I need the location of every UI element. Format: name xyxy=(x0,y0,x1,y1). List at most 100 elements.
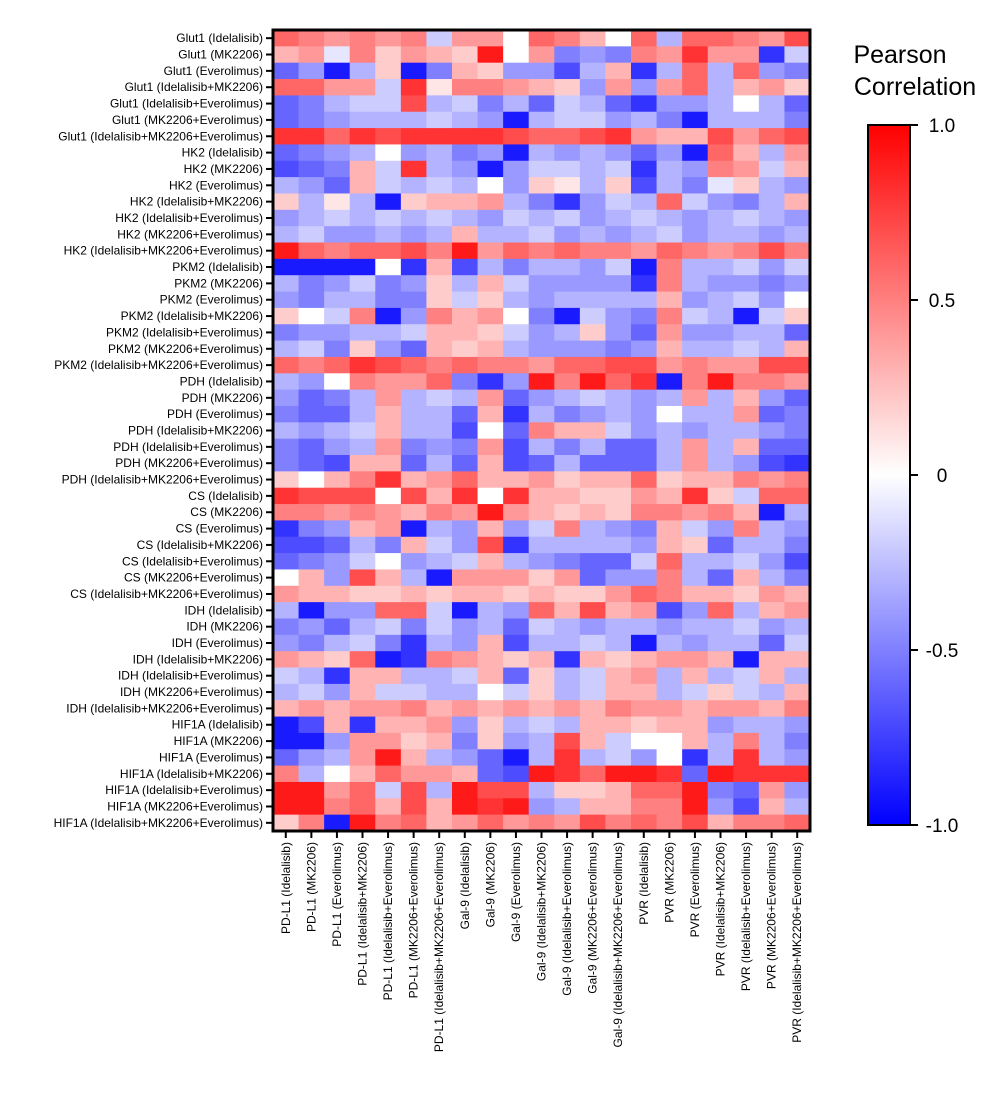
heatmap-cell xyxy=(503,814,530,832)
heatmap-cell xyxy=(733,732,760,750)
row-label: Glut1 (MK2206) xyxy=(178,48,263,62)
heatmap-cell xyxy=(400,258,428,276)
heatmap-cell xyxy=(631,553,658,571)
heatmap-cell xyxy=(273,569,300,587)
heatmap-cell xyxy=(503,128,530,146)
heatmap-cell xyxy=(298,781,325,799)
heatmap-cell xyxy=(349,226,376,244)
row-label: PDH (Idelalisib) xyxy=(180,374,263,388)
heatmap-cell xyxy=(631,46,658,64)
heatmap-cell xyxy=(656,798,683,816)
heatmap-cell xyxy=(324,62,351,80)
heatmap-cell xyxy=(631,128,658,146)
row-label: PDH (Everolimus) xyxy=(167,407,263,421)
heatmap-cell xyxy=(631,520,658,538)
heatmap-cell xyxy=(400,275,428,293)
heatmap-cell xyxy=(349,634,376,652)
heatmap-cell xyxy=(375,422,402,440)
heatmap-cell xyxy=(784,30,811,47)
heatmap-cell xyxy=(682,405,709,423)
heatmap-cell xyxy=(707,553,734,571)
heatmap-cell xyxy=(631,209,658,227)
heatmap-cell xyxy=(758,716,786,734)
heatmap-cell xyxy=(528,242,555,260)
heatmap-cell xyxy=(324,455,351,472)
heatmap-cell xyxy=(682,128,709,146)
heatmap-cell xyxy=(682,618,709,636)
heatmap-cell xyxy=(579,455,607,472)
heatmap-cell xyxy=(349,291,376,309)
heatmap-cell xyxy=(733,455,760,472)
heatmap-cell xyxy=(528,324,555,342)
heatmap-cell xyxy=(605,438,632,456)
heatmap-cell xyxy=(733,340,760,358)
heatmap-cell xyxy=(707,487,734,505)
heatmap-cell xyxy=(605,356,632,374)
heatmap-cell xyxy=(528,405,555,423)
heatmap-cell xyxy=(298,814,325,832)
heatmap-cell xyxy=(375,716,402,734)
heatmap-cell xyxy=(707,62,734,80)
heatmap-cell xyxy=(375,814,402,832)
heatmap-cell xyxy=(324,177,351,195)
column-label: PD-L1 (Everolimus) xyxy=(330,842,344,947)
heatmap-cell xyxy=(682,144,709,162)
heatmap-cell xyxy=(477,373,504,391)
heatmap-cell xyxy=(631,144,658,162)
heatmap-cell xyxy=(477,307,504,325)
row-label: PDH (MK2206) xyxy=(182,391,263,405)
heatmap-cell xyxy=(349,62,376,80)
heatmap-cell xyxy=(400,209,428,227)
heatmap-cell xyxy=(452,405,479,423)
heatmap-cell xyxy=(758,471,786,489)
heatmap-cell xyxy=(298,405,325,423)
heatmap-cell xyxy=(733,651,760,669)
heatmap-cell xyxy=(426,307,453,325)
heatmap-cell xyxy=(528,700,555,718)
heatmap-cell xyxy=(784,62,811,80)
colorbar-title-line-2: Correlation xyxy=(854,73,976,101)
heatmap-cell xyxy=(324,209,351,227)
heatmap-cell xyxy=(273,79,300,96)
heatmap-cell xyxy=(656,46,683,64)
heatmap-cell xyxy=(784,798,811,816)
heatmap-cell xyxy=(349,356,376,374)
heatmap-cell xyxy=(324,536,351,554)
heatmap-cell xyxy=(733,569,760,587)
heatmap-cell xyxy=(784,553,811,571)
heatmap-cell xyxy=(707,160,734,178)
heatmap-cell xyxy=(631,405,658,423)
column-label: PVR (Idelalisib+Everolimus) xyxy=(739,842,753,991)
heatmap-cell xyxy=(554,487,581,505)
heatmap-cell xyxy=(784,275,811,293)
heatmap-cell xyxy=(707,275,734,293)
heatmap-cell xyxy=(631,242,658,260)
heatmap-cell xyxy=(477,765,504,783)
row-label: IDH (MK2206+Everolimus) xyxy=(120,685,263,699)
heatmap-cell xyxy=(605,749,632,767)
heatmap-cell xyxy=(426,487,453,505)
heatmap-cell xyxy=(784,683,811,701)
heatmap-cell xyxy=(784,160,811,178)
heatmap-cell xyxy=(426,618,453,636)
heatmap-cell xyxy=(784,144,811,162)
heatmap-cell xyxy=(298,160,325,178)
heatmap-cell xyxy=(349,781,376,799)
heatmap-cell xyxy=(452,487,479,505)
heatmap-cell xyxy=(452,193,479,211)
heatmap-cell xyxy=(758,569,786,587)
heatmap-cell xyxy=(400,79,428,96)
heatmap-cell xyxy=(605,111,632,129)
heatmap-cell xyxy=(375,667,402,685)
heatmap-cell xyxy=(579,389,607,407)
heatmap-cell xyxy=(324,683,351,701)
heatmap-cell xyxy=(605,814,632,832)
heatmap-cell xyxy=(554,651,581,669)
heatmap-cell xyxy=(682,389,709,407)
heatmap-cell xyxy=(605,487,632,505)
heatmap-cell xyxy=(298,455,325,472)
heatmap-cell xyxy=(477,732,504,750)
heatmap-cell xyxy=(477,553,504,571)
heatmap-cell xyxy=(375,732,402,750)
heatmap-cell xyxy=(682,536,709,554)
